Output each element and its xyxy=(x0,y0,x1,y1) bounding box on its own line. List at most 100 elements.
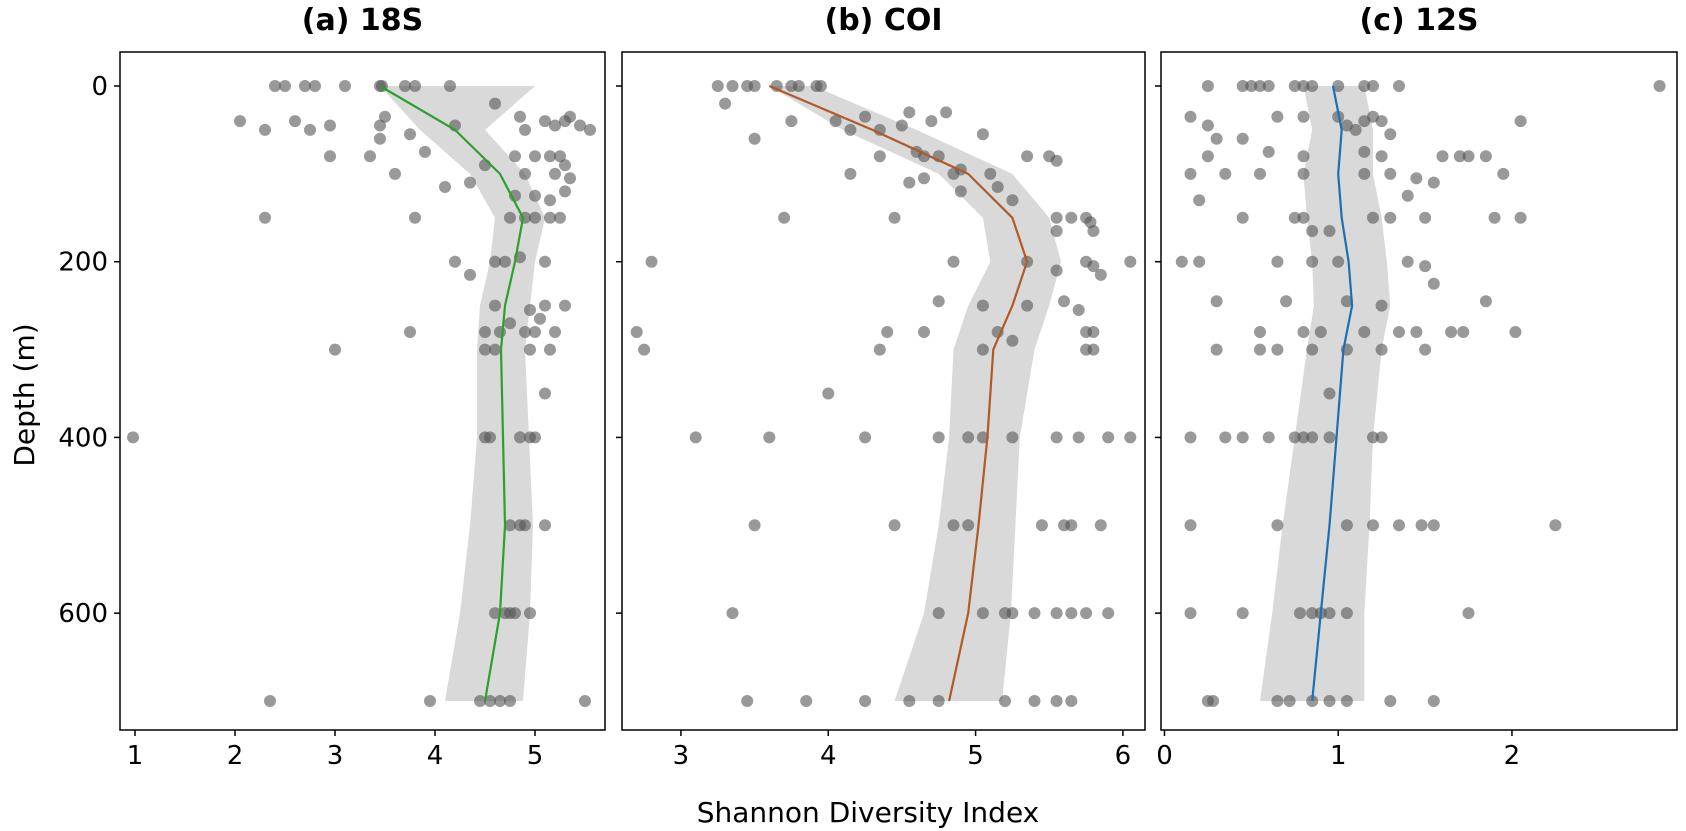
data-point xyxy=(778,211,791,224)
data-point xyxy=(932,607,945,620)
data-point xyxy=(726,607,739,620)
data-point xyxy=(579,695,591,707)
data-point xyxy=(1184,607,1197,620)
data-point xyxy=(1332,80,1345,92)
panel-2: (b) COI 3 4 5 6 xyxy=(616,3,1146,771)
data-point xyxy=(489,299,501,312)
data-point xyxy=(524,607,536,620)
data-point xyxy=(1419,260,1432,273)
y-tick-label: 400 xyxy=(58,423,108,453)
data-point xyxy=(1254,167,1266,180)
data-point xyxy=(574,119,586,132)
data-point xyxy=(1236,607,1249,620)
plot-frame xyxy=(1160,51,1678,731)
data-point xyxy=(1006,194,1019,207)
data-point xyxy=(1323,695,1336,707)
data-point xyxy=(903,106,916,119)
data-point xyxy=(494,695,506,707)
data-point xyxy=(888,211,901,224)
data-point xyxy=(1175,255,1188,268)
data-point xyxy=(976,607,989,620)
data-point xyxy=(630,326,643,338)
data-point xyxy=(1375,299,1388,312)
data-point xyxy=(1427,176,1440,189)
data-point xyxy=(554,211,566,224)
data-point xyxy=(539,387,551,400)
panel-title: (a) 18S xyxy=(302,3,423,38)
data-point xyxy=(1384,167,1397,180)
data-point xyxy=(374,132,386,145)
x-tick-label: 5 xyxy=(527,741,544,771)
panel-title: (b) COI xyxy=(824,3,942,38)
data-point xyxy=(494,326,506,338)
data-point xyxy=(1358,145,1371,158)
data-point xyxy=(748,80,761,92)
data-point xyxy=(529,189,541,202)
data-point xyxy=(259,123,271,136)
data-point xyxy=(1367,431,1379,444)
data-point xyxy=(1384,695,1397,707)
data-point xyxy=(324,119,336,132)
y-tick-label: 600 xyxy=(58,599,108,629)
x-axis-label: Shannon Diversity Index xyxy=(697,796,1040,829)
data-point xyxy=(873,150,886,163)
data-point xyxy=(1035,519,1048,532)
data-point xyxy=(645,255,658,268)
data-point xyxy=(544,211,556,224)
panels: (a) 18S 1 2 3 4 5 0 200 400 600 (b) COI 3 4 5 6 (c) 12S… xyxy=(58,3,1678,771)
data-point xyxy=(509,150,521,163)
data-point xyxy=(1065,519,1078,532)
data-point xyxy=(711,80,724,92)
data-point xyxy=(504,519,516,532)
data-point xyxy=(1549,519,1562,532)
data-point xyxy=(404,326,416,338)
x-tick-label: 4 xyxy=(820,741,837,771)
data-point xyxy=(529,211,541,224)
data-point xyxy=(584,123,596,136)
data-point xyxy=(940,106,953,119)
data-point xyxy=(1006,431,1019,444)
data-point xyxy=(1306,343,1319,356)
trend-line xyxy=(1311,85,1354,702)
data-point xyxy=(1415,519,1428,532)
data-point xyxy=(1271,695,1284,707)
data-point xyxy=(544,194,556,207)
data-point xyxy=(364,150,376,163)
data-point xyxy=(1065,607,1078,620)
data-point xyxy=(1297,110,1310,123)
data-point xyxy=(991,181,1004,193)
data-point xyxy=(504,317,516,330)
data-point xyxy=(549,167,561,180)
x-tick-label: 1 xyxy=(1330,741,1347,771)
data-point xyxy=(1340,607,1353,620)
data-point xyxy=(1236,132,1249,145)
data-point xyxy=(844,167,857,180)
data-point xyxy=(524,304,536,316)
data-point xyxy=(1087,326,1100,338)
data-point xyxy=(1323,387,1336,400)
data-point xyxy=(976,299,989,312)
data-point xyxy=(509,607,521,620)
data-point xyxy=(1087,343,1100,356)
data-point xyxy=(474,695,486,707)
data-point xyxy=(1340,519,1353,532)
data-point xyxy=(1072,304,1085,316)
data-point xyxy=(484,695,496,707)
data-point xyxy=(1393,519,1405,532)
data-point xyxy=(559,159,571,172)
data-point xyxy=(1367,211,1379,224)
data-point xyxy=(1065,211,1078,224)
data-point xyxy=(449,255,461,268)
data-point xyxy=(1297,211,1310,224)
data-point xyxy=(464,268,476,281)
data-point xyxy=(479,343,491,356)
data-point xyxy=(504,695,516,707)
data-point xyxy=(564,110,576,123)
data-point xyxy=(1058,295,1070,308)
data-point xyxy=(785,115,798,128)
data-point xyxy=(489,97,501,110)
data-point xyxy=(792,80,805,92)
data-point xyxy=(1201,119,1214,132)
data-point xyxy=(1384,211,1397,224)
